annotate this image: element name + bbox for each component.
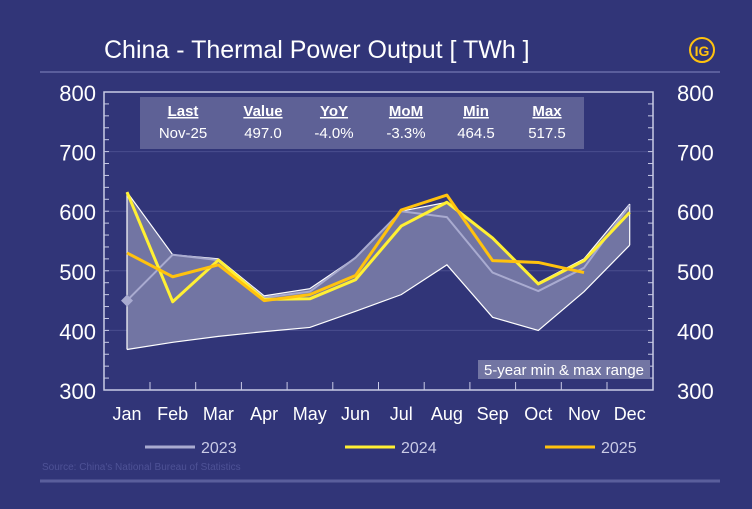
y-tick-left: 700 — [59, 141, 96, 166]
table-cell: 497.0 — [244, 125, 282, 142]
table-cell: 464.5 — [457, 125, 495, 142]
x-tick-label: Oct — [524, 404, 552, 424]
ig-logo: IG — [689, 37, 715, 63]
y-tick-left: 500 — [59, 260, 96, 285]
range-label-box — [478, 360, 650, 379]
x-tick-label: Apr — [250, 404, 278, 424]
x-tick-label: May — [293, 404, 327, 424]
table-cell: -4.0% — [314, 125, 353, 142]
source-note: Source: China's National Bureau of Stati… — [42, 462, 241, 473]
x-tick-label: Sep — [477, 404, 509, 424]
x-tick-label: Jul — [390, 404, 413, 424]
x-tick-label: Nov — [568, 404, 600, 424]
y-tick-right: 300 — [677, 379, 714, 404]
x-tick-label: Feb — [157, 404, 188, 424]
x-tick-label: Mar — [203, 404, 234, 424]
table-header: Min — [463, 103, 489, 120]
series-line-2025 — [126, 193, 585, 303]
series-line-2023 — [126, 204, 631, 302]
range-label: 5-year min & max range — [484, 362, 644, 379]
chart-title: China - Thermal Power Output [ TWh ] — [104, 36, 530, 64]
series-marker-2023 — [121, 294, 133, 307]
y-tick-right: 700 — [677, 141, 714, 166]
legend-label-2024: 2024 — [401, 440, 437, 457]
table-cell: Nov-25 — [159, 125, 207, 142]
x-tick-label: Dec — [614, 404, 646, 424]
x-tick-label: Aug — [431, 404, 463, 424]
legend-label-2025: 2025 — [601, 440, 637, 457]
table-header: Max — [532, 103, 562, 120]
min-max-range-band — [127, 192, 630, 350]
x-tick-label: Jan — [112, 404, 141, 424]
y-tick-right: 500 — [677, 260, 714, 285]
y-tick-right: 800 — [677, 81, 714, 106]
stats-table — [140, 97, 584, 149]
y-tick-left: 300 — [59, 379, 96, 404]
table-header: Last — [168, 103, 199, 120]
y-tick-right: 400 — [677, 319, 714, 344]
table-header: MoM — [389, 103, 423, 120]
y-tick-left: 600 — [59, 200, 96, 225]
y-tick-left: 800 — [59, 81, 96, 106]
table-cell: -3.3% — [386, 125, 425, 142]
table-cell: 517.5 — [528, 125, 566, 142]
x-tick-label: Jun — [341, 404, 370, 424]
table-header: Value — [243, 103, 282, 120]
y-tick-left: 400 — [59, 319, 96, 344]
table-header: YoY — [320, 103, 348, 120]
legend-label-2023: 2023 — [201, 440, 237, 457]
y-tick-right: 600 — [677, 200, 714, 225]
range-min-line — [126, 244, 631, 351]
svg-text:IG: IG — [695, 43, 710, 59]
